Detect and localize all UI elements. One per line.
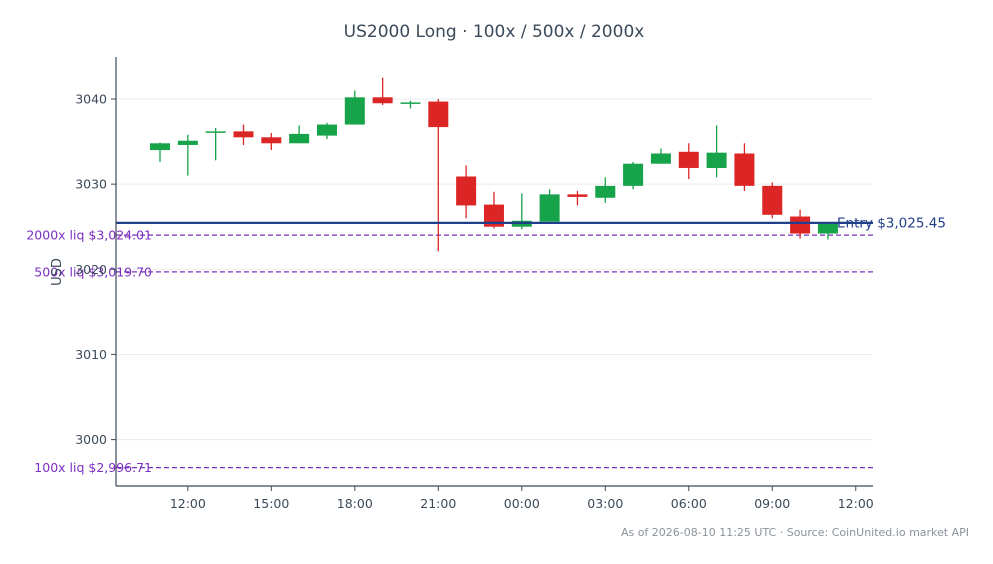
- y-tick-label: 3000: [75, 432, 107, 447]
- x-tick-label: 06:00: [671, 496, 707, 511]
- axes: 3000 3010 3020 3030 3040 12:00 15:00 18:00 21:00…: [75, 57, 874, 511]
- candle-up: [706, 152, 727, 168]
- candle-down: [678, 151, 699, 168]
- candle-down: [456, 176, 477, 206]
- y-axis-label: USD: [50, 258, 65, 286]
- candle-up: [205, 131, 226, 133]
- entry-label: Entry $3,025.45: [837, 215, 946, 231]
- chart-title: US2000 Long · 100x / 500x / 2000x: [344, 22, 645, 42]
- candle-up: [595, 185, 616, 198]
- y-tick-label: 3020: [75, 262, 107, 277]
- liq-label: 100x liq $2,996.71: [34, 460, 152, 475]
- candle-down: [483, 204, 504, 227]
- x-tick-label: 18:00: [337, 496, 373, 511]
- candles: [150, 77, 838, 252]
- candle-up: [150, 143, 170, 151]
- liq-label: 500x liq $3,019.70: [34, 264, 152, 279]
- x-tick-label: 00:00: [504, 496, 540, 511]
- liq-label: 2000x liq $3,024.01: [26, 228, 152, 243]
- y-tick-label: 3030: [75, 177, 107, 192]
- candle-down: [372, 97, 393, 104]
- candle-down: [762, 185, 783, 215]
- x-tick-label: 12:00: [838, 496, 874, 511]
- candle-up: [177, 140, 198, 145]
- candle-down: [428, 101, 449, 128]
- x-tick-label: 03:00: [587, 496, 623, 511]
- candle-up: [623, 163, 644, 186]
- candle-up: [344, 97, 365, 125]
- x-tick-label: 15:00: [253, 496, 289, 511]
- footer-note: As of 2026-08-10 11:25 UTC · Source: Coi…: [620, 526, 969, 539]
- candle-up: [316, 124, 337, 136]
- candle-up: [817, 223, 838, 234]
- liquidation-lines: 2000x liq $3,024.01 500x liq $3,019.70 100…: [26, 228, 873, 475]
- candle-down: [233, 131, 254, 138]
- candle-down: [734, 153, 755, 186]
- entry-line-group: Entry $3,025.45: [116, 215, 946, 231]
- y-tick-label: 3010: [75, 347, 107, 362]
- y-tick-label: 3040: [75, 92, 107, 107]
- candle-down: [261, 137, 282, 144]
- candle-down: [790, 216, 811, 234]
- x-tick-label: 21:00: [420, 496, 456, 511]
- x-tick-label: 12:00: [170, 496, 206, 511]
- candle-up: [289, 133, 310, 144]
- x-tick-label: 09:00: [754, 496, 790, 511]
- candle-down: [567, 194, 588, 197]
- candle-up: [400, 102, 421, 104]
- candle-up: [650, 153, 671, 164]
- candle-up: [539, 194, 560, 222]
- gridlines: [116, 98, 873, 441]
